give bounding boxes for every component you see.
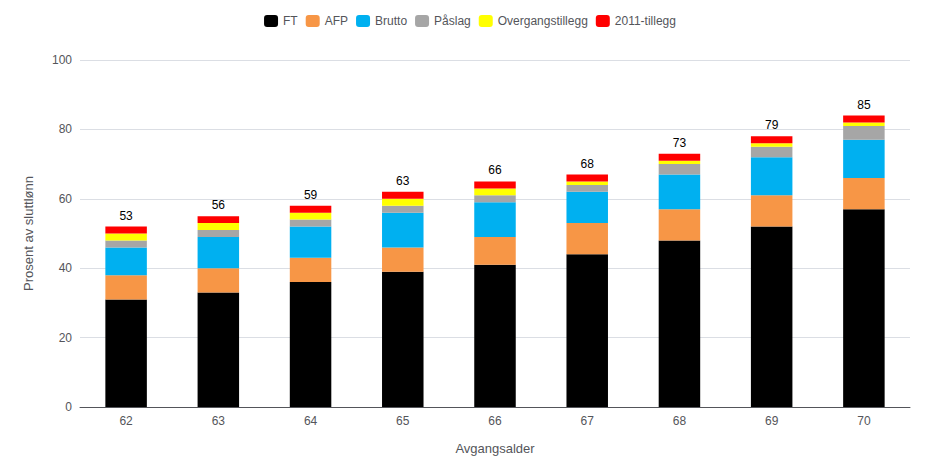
svg-text:73: 73 xyxy=(673,136,687,150)
svg-text:64: 64 xyxy=(304,414,318,428)
svg-text:66: 66 xyxy=(488,414,502,428)
svg-text:2011-tillegg: 2011-tillegg xyxy=(615,14,676,28)
svg-text:63: 63 xyxy=(396,174,410,188)
svg-text:63: 63 xyxy=(212,414,226,428)
svg-text:68: 68 xyxy=(673,414,687,428)
svg-text:65: 65 xyxy=(396,414,410,428)
svg-text:Påslag: Påslag xyxy=(434,14,471,28)
svg-text:66: 66 xyxy=(488,163,502,177)
svg-text:79: 79 xyxy=(765,118,779,132)
svg-text:85: 85 xyxy=(857,98,871,112)
svg-text:100: 100 xyxy=(52,53,72,67)
svg-text:59: 59 xyxy=(304,188,318,202)
svg-text:68: 68 xyxy=(581,157,595,171)
svg-text:70: 70 xyxy=(857,414,871,428)
svg-text:60: 60 xyxy=(59,192,73,206)
svg-text:AFP: AFP xyxy=(325,14,348,28)
svg-text:40: 40 xyxy=(59,261,73,275)
svg-text:80: 80 xyxy=(59,122,73,136)
svg-text:Avgangsalder: Avgangsalder xyxy=(455,441,535,456)
svg-text:53: 53 xyxy=(119,209,133,223)
svg-text:0: 0 xyxy=(65,400,72,414)
svg-text:69: 69 xyxy=(765,414,779,428)
svg-text:Overgangstillegg: Overgangstillegg xyxy=(498,14,588,28)
svg-text:67: 67 xyxy=(581,414,595,428)
svg-text:Prosent av sluttlønn: Prosent av sluttlønn xyxy=(21,176,36,291)
svg-text:FT: FT xyxy=(283,14,298,28)
svg-text:56: 56 xyxy=(212,198,226,212)
svg-text:20: 20 xyxy=(59,331,73,345)
svg-text:62: 62 xyxy=(119,414,133,428)
svg-text:Brutto: Brutto xyxy=(375,14,407,28)
